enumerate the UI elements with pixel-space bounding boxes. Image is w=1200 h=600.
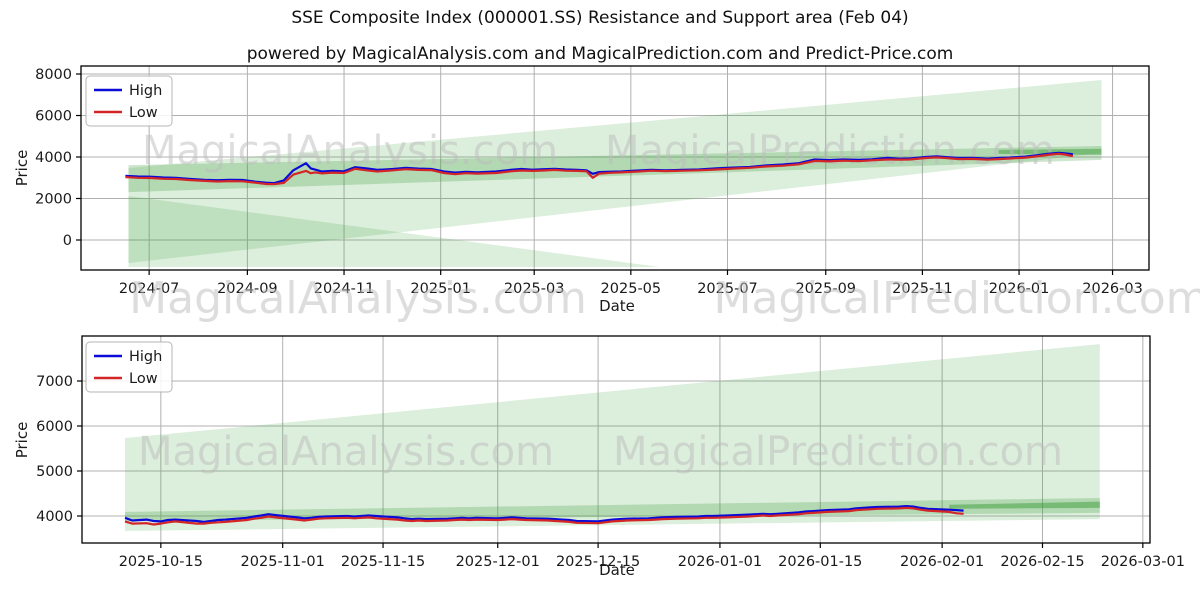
x-tick-label: 2024-11 (314, 281, 375, 297)
y-tick-label: 4000 (35, 150, 72, 166)
x-tick-label: 2026-03 (1082, 281, 1143, 297)
x-tick-label: 2025-12-01 (456, 554, 540, 570)
low-line (125, 152, 1074, 186)
legend-low-label: Low (129, 105, 158, 121)
grid-and-ticks: 2024-07 2024-09 2024-11 2025-01 2025-03 2025-… (35, 66, 1149, 297)
y-axis-label: Price (13, 422, 31, 459)
area-support-triangle (128, 196, 660, 267)
x-tick-label: 2025-10-15 (119, 554, 203, 570)
figure-subtitle: powered by MagicalAnalysis.com and Magic… (246, 44, 954, 64)
x-tick-label: 2025-11-01 (241, 554, 325, 570)
legend-low-label: Low (129, 371, 158, 387)
watermark: MagicalAnalysis.com (129, 273, 587, 324)
x-tick-label: 2025-01 (410, 281, 471, 297)
watermark: MagicalAnalysis.com (138, 429, 554, 475)
x-tick-label: 2026-01-01 (678, 554, 762, 570)
grid-and-ticks: 2025-10-15 2025-11-01 2025-11-15 2025-12-01… (36, 336, 1185, 570)
bottom-chart: 2025-10-15 2025-11-01 2025-11-15 2025-12-01… (13, 335, 1185, 579)
plot-border (81, 335, 1151, 544)
x-tick-label: 2025-11 (892, 281, 953, 297)
x-axis-label: Date (599, 561, 635, 579)
area-resistance-support-fan (125, 344, 1100, 531)
y-tick-label: 6000 (36, 419, 73, 435)
y-tick-label: 4000 (36, 509, 73, 525)
y-axis-label: Price (13, 150, 31, 187)
low-line (124, 506, 964, 526)
area-inner-band (128, 146, 1102, 193)
x-axis-label: Date (599, 297, 635, 315)
x-tick-label: 2025-03 (504, 281, 565, 297)
x-tick-label: 2025-12-15 (556, 554, 640, 570)
x-tick-label: 2025-07 (697, 281, 758, 297)
x-tick-label: 2024-07 (119, 281, 180, 297)
watermark: MagicalPrediction.com (613, 429, 1063, 475)
legend: High Low (85, 75, 173, 127)
watermark: MagicalPrediction.com (605, 128, 1055, 174)
y-tick-label: 0 (63, 233, 72, 249)
x-tick-label: 2026-02-01 (900, 554, 984, 570)
y-tick-label: 5000 (36, 464, 73, 480)
high-line (124, 505, 964, 524)
watermark: MagicalAnalysis.com (142, 128, 558, 174)
x-tick-label: 2025-05 (601, 281, 662, 297)
top-chart: 2024-07 2024-09 2024-11 2025-01 2025-03 2025-… (13, 65, 1150, 315)
x-tick-label: 2026-02-15 (1000, 554, 1084, 570)
x-tick-label: 2025-11-15 (341, 554, 425, 570)
y-tick-label: 8000 (35, 67, 72, 83)
y-tick-label: 6000 (35, 109, 72, 125)
y-tick-label: 7000 (36, 374, 73, 390)
legend-high-label: High (129, 349, 162, 365)
x-tick-label: 2025-09 (795, 281, 856, 297)
legend: High Low (85, 341, 173, 393)
figure-title: SSE Composite Index (000001.SS) Resistan… (291, 8, 909, 28)
area-right-strip (949, 501, 1100, 509)
x-tick-label: 2026-01-15 (778, 554, 862, 570)
area-right-strip (998, 148, 1102, 155)
x-tick-label: 2026-03-01 (1101, 554, 1185, 570)
y-tick-label: 2000 (35, 192, 72, 208)
plot-border (80, 65, 1150, 271)
watermark: MagicalPrediction.com (714, 273, 1200, 324)
legend-high-label: High (129, 83, 162, 99)
x-tick-label: 2024-09 (217, 281, 278, 297)
x-tick-label: 2026-01 (989, 281, 1050, 297)
